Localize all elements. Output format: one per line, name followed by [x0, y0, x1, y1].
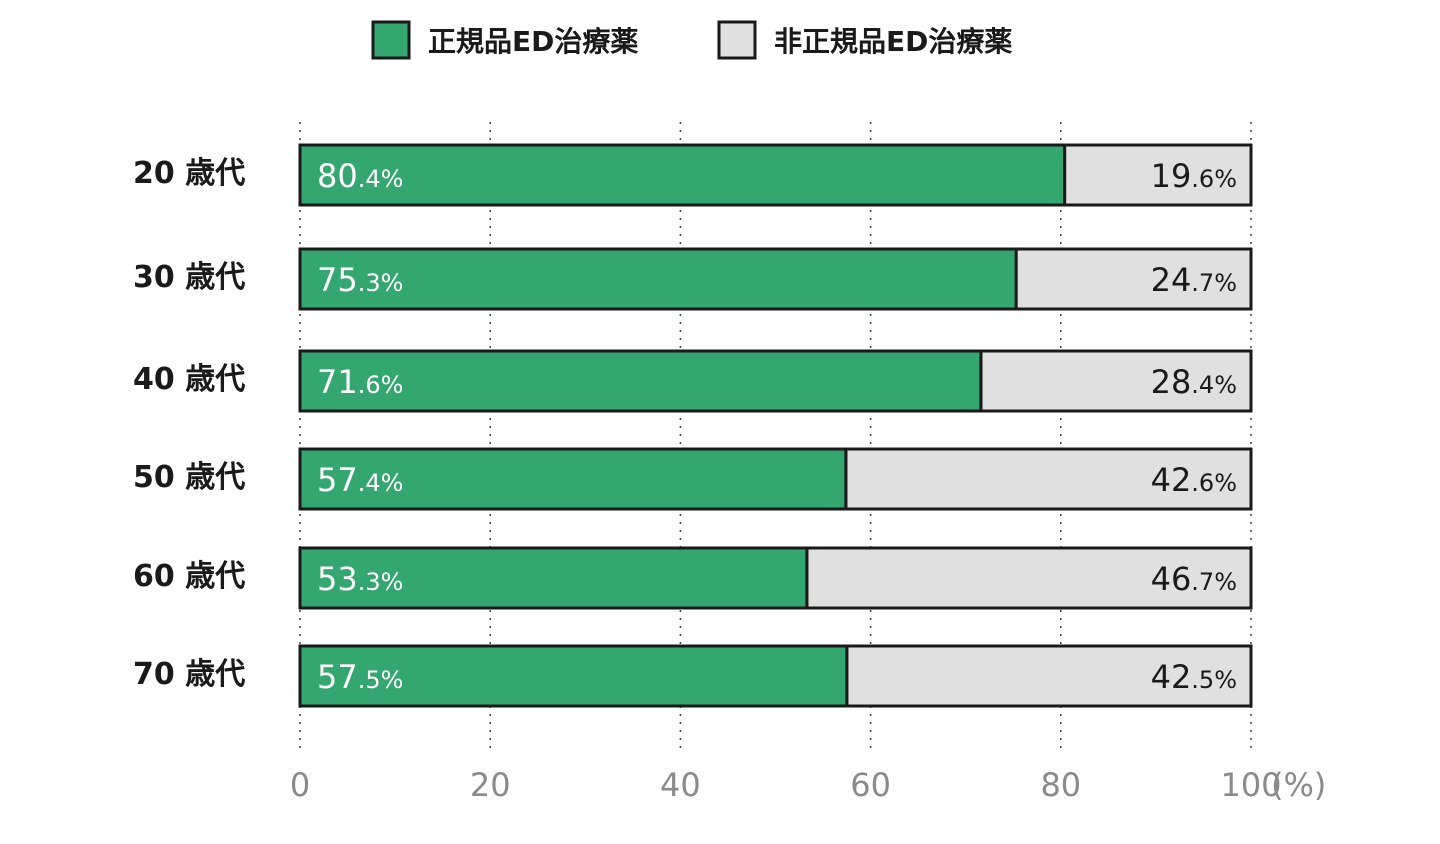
- x-tick-label: 20: [470, 766, 511, 804]
- data-label-non-genuine: 24.7%: [1151, 261, 1237, 299]
- x-tick-label: 40: [660, 766, 701, 804]
- bar-genuine: [298, 644, 849, 708]
- gridlines: [299, 122, 1252, 752]
- data-label-genuine: 57.5%: [317, 658, 403, 696]
- bar-non-genuine: [844, 447, 1253, 511]
- bar-genuine: [298, 143, 1067, 207]
- category-label: 40 歳代: [133, 362, 245, 397]
- bars: 80.4% 19.6% 75.3% 24.7% 71.6% 28.4% 57.4% 42.6%…: [298, 143, 1253, 708]
- category-label: 50 歳代: [133, 460, 245, 495]
- x-tick-label: 80: [1040, 766, 1081, 804]
- data-label-non-genuine: 46.7%: [1151, 560, 1237, 598]
- x-axis-unit: (%): [1271, 766, 1326, 804]
- x-tick-label: 100: [1220, 766, 1281, 804]
- category-label: 70 歳代: [133, 657, 245, 692]
- bar-genuine: [298, 349, 983, 413]
- x-tick-label: 60: [850, 766, 891, 804]
- category-label: 60 歳代: [133, 559, 245, 594]
- data-label-genuine: 57.4%: [317, 461, 403, 499]
- category-label: 30 歳代: [133, 260, 245, 295]
- category-labels: 20 歳代 30 歳代 40 歳代 50 歳代 60 歳代 70 歳代: [133, 156, 245, 692]
- bar-genuine: [298, 247, 1018, 311]
- x-tick-label: 0: [290, 766, 310, 804]
- bar-genuine: [298, 447, 848, 511]
- legend-label-genuine: 正規品ED治療薬: [428, 25, 638, 58]
- legend-swatch-genuine: [371, 20, 411, 60]
- legend-swatch-non-genuine: [717, 20, 757, 60]
- data-label-genuine: 53.3%: [317, 560, 403, 598]
- legend-label-non-genuine: 非正規品ED治療薬: [774, 25, 1012, 58]
- bar-non-genuine: [845, 644, 1253, 708]
- data-label-non-genuine: 42.5%: [1151, 658, 1237, 696]
- data-label-non-genuine: 28.4%: [1151, 363, 1237, 401]
- data-label-genuine: 75.3%: [317, 261, 403, 299]
- category-label: 20 歳代: [133, 156, 245, 191]
- legend: 正規品ED治療薬 非正規品ED治療薬: [371, 20, 1012, 60]
- data-label-non-genuine: 19.6%: [1151, 157, 1237, 195]
- data-label-genuine: 71.6%: [317, 363, 403, 401]
- bar-genuine: [298, 546, 809, 610]
- data-label-non-genuine: 42.6%: [1151, 461, 1237, 499]
- x-axis: (%) 0 20 40 60 80 100: [290, 766, 1327, 804]
- data-label-genuine: 80.4%: [317, 157, 403, 195]
